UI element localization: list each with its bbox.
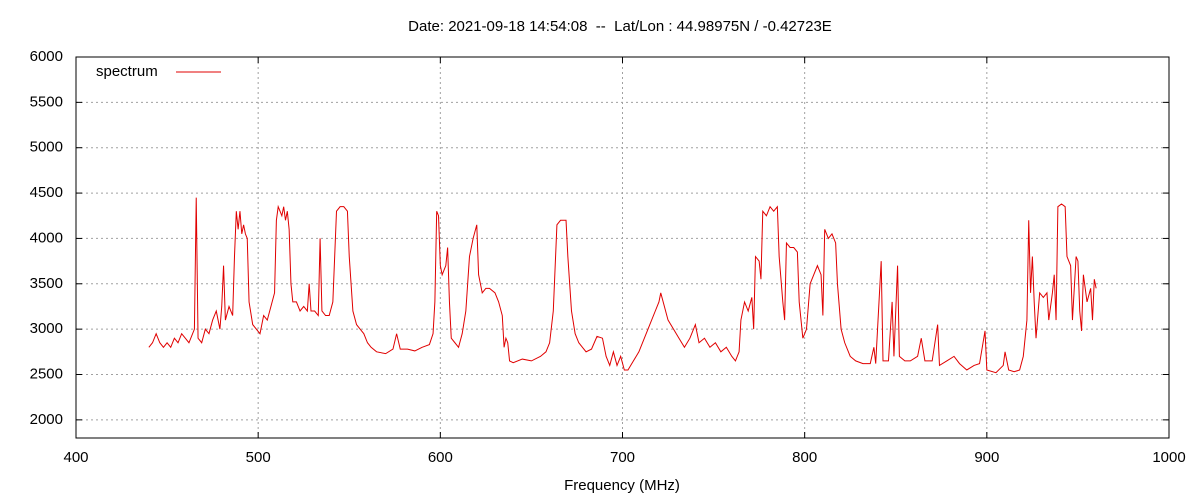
y-tick-label: 5500 xyxy=(30,93,63,110)
x-tick-label: 400 xyxy=(63,449,88,466)
plot-frame xyxy=(75,56,1170,439)
legend-label: spectrum xyxy=(96,63,158,80)
x-axis-label: Frequency (MHz) xyxy=(564,477,680,494)
y-tick-label: 2000 xyxy=(30,411,63,428)
y-tick-label: 2500 xyxy=(30,365,63,382)
x-tick-label: 500 xyxy=(246,449,271,466)
y-tick-label: 3000 xyxy=(30,320,63,337)
y-tick-label: 4500 xyxy=(30,184,63,201)
x-tick-label: 1000 xyxy=(1152,449,1185,466)
x-tick-label: 800 xyxy=(792,449,817,466)
spectrum-line xyxy=(148,197,1097,374)
x-tick-label: 600 xyxy=(428,449,453,466)
y-tick-label: 4000 xyxy=(30,229,63,246)
y-tick-label: 6000 xyxy=(30,48,63,65)
y-tick-label: 5000 xyxy=(30,139,63,156)
x-tick-label: 900 xyxy=(974,449,999,466)
x-tick-label: 700 xyxy=(610,449,635,466)
chart-title: Date: 2021-09-18 14:54:08 -- Lat/Lon : 4… xyxy=(408,18,832,35)
y-tick-label: 3500 xyxy=(30,275,63,292)
